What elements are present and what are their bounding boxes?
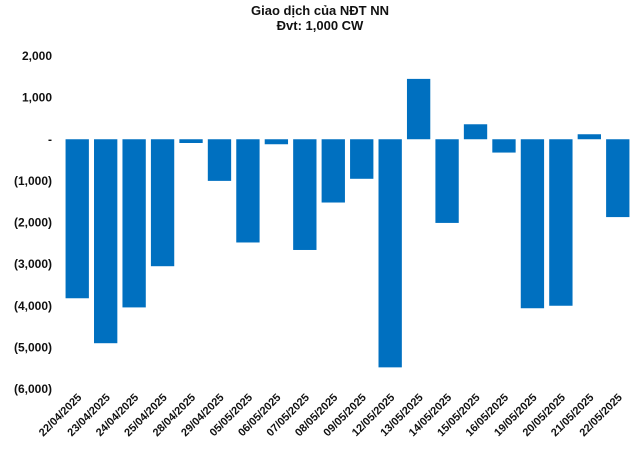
bar-06-05-2025 xyxy=(264,139,289,145)
bar-09-05-2025 xyxy=(350,139,374,179)
y-tick-label: - xyxy=(48,132,52,146)
bar-19-05-2025 xyxy=(520,139,545,309)
y-tick-label: 1,000 xyxy=(22,91,52,105)
bar-28-04-2025 xyxy=(179,139,203,143)
y-tick-label: (4,000) xyxy=(14,299,52,313)
bar-23-04-2025 xyxy=(94,139,118,344)
bar-21-05-2025 xyxy=(577,134,601,140)
y-tick-label: (5,000) xyxy=(14,340,52,354)
bar-08-05-2025 xyxy=(321,139,345,203)
bars-group xyxy=(65,78,630,368)
bar-12-05-2025 xyxy=(378,139,402,368)
bar-20-05-2025 xyxy=(549,139,573,306)
bar-13-05-2025 xyxy=(406,78,431,140)
chart-subtitle: Đvt: 1,000 CW xyxy=(276,18,364,33)
bar-24-04-2025 xyxy=(122,139,146,308)
bar-05-05-2025 xyxy=(236,139,260,243)
y-tick-label: (2,000) xyxy=(14,216,52,230)
y-tick-label: (1,000) xyxy=(14,174,52,188)
bar-22-05-2025 xyxy=(606,139,630,218)
y-tick-label: 2,000 xyxy=(22,49,52,63)
y-tick-label: (3,000) xyxy=(14,257,52,271)
chart-title: Giao dịch của NĐT NN xyxy=(251,3,389,18)
bar-07-05-2025 xyxy=(293,139,317,250)
y-tick-label: (6,000) xyxy=(14,382,52,396)
bar-29-04-2025 xyxy=(207,139,232,181)
bar-15-05-2025 xyxy=(463,124,488,140)
bar-16-05-2025 xyxy=(492,139,516,153)
y-axis: 2,000 1,000 - (1,000) (2,000) (3,000) (4,000) (… xyxy=(14,49,52,396)
bar-14-05-2025 xyxy=(435,139,459,223)
bar-22-04-2025 xyxy=(65,139,89,299)
chart-title-block: Giao dịch của NĐT NN Đvt: 1,000 CW xyxy=(0,3,640,33)
x-axis: 22/04/202523/04/202524/04/202525/04/2025… xyxy=(37,392,625,439)
bar-25-04-2025 xyxy=(150,139,175,267)
